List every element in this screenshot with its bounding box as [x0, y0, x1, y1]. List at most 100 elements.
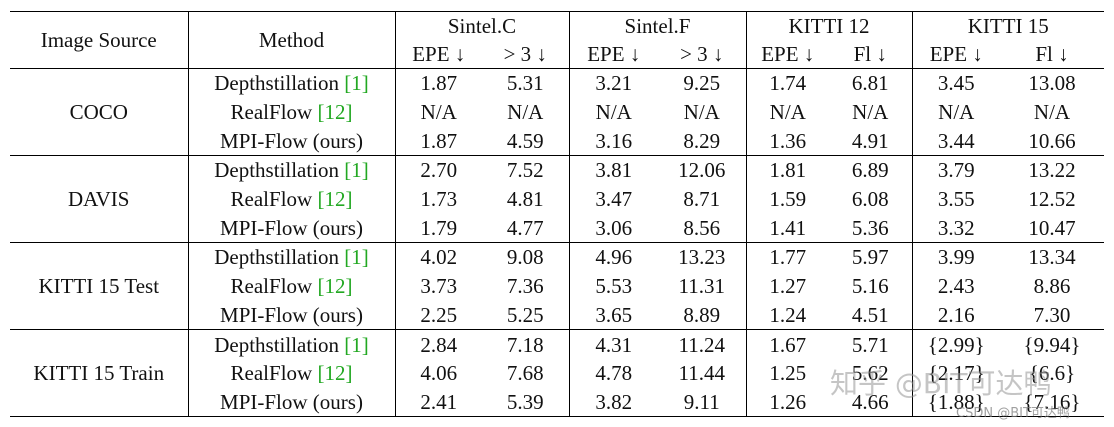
- header-metric: EPE ↓: [569, 40, 659, 69]
- value-cell: 6.08: [829, 184, 913, 214]
- table-row: RealFlow [12] 1.73 4.81 3.47 8.71 1.59 6.08 3.5…: [10, 184, 1104, 214]
- value-cell: 10.66: [1028, 128, 1076, 153]
- value-cell: 13.23: [658, 242, 747, 272]
- value-cell: 12.06: [658, 155, 747, 185]
- header-metric: > 3 ↓: [482, 40, 570, 69]
- value-cell: 11.44: [658, 358, 747, 388]
- value-cell: 1.24: [769, 302, 807, 327]
- value-cell: 1.36: [769, 128, 807, 153]
- method-name: Depthstillation: [214, 245, 345, 270]
- value-cell: 5.62: [829, 358, 913, 388]
- value-cell: 7.30: [1033, 302, 1071, 327]
- value-cell: 3.73: [420, 274, 458, 299]
- value-cell: 4.81: [482, 184, 570, 214]
- value-cell: 3.16: [595, 128, 633, 153]
- method-cell: MPI-Flow (ours): [188, 126, 396, 156]
- method-name: RealFlow: [230, 361, 318, 386]
- value-cell: 3.45: [912, 67, 1001, 98]
- method-cell: Depthstillation [1]: [188, 242, 396, 272]
- value-cell: 2.70: [395, 155, 482, 185]
- method-name: Depthstillation: [214, 332, 345, 357]
- value-cell: 7.36: [482, 271, 570, 301]
- value-cell: {9.94}: [1000, 329, 1105, 359]
- header-dataset-kitti-15: KITTI 15: [912, 11, 1105, 40]
- citation-link[interactable]: [1]: [344, 332, 369, 357]
- value-cell: 8.56: [658, 213, 747, 243]
- citation-link[interactable]: [1]: [344, 71, 369, 96]
- value-cell: 1.41: [769, 215, 807, 240]
- value-cell: N/A: [482, 97, 570, 127]
- value-cell: 3.55: [937, 187, 975, 212]
- method-name: RealFlow: [230, 187, 318, 212]
- image-source-cell: KITTI 15 Test: [10, 242, 189, 331]
- value-cell: 6.81: [829, 67, 913, 98]
- header-row-datasets: Image Source Method Sintel.C Sintel.F KI…: [10, 11, 1105, 69]
- table-row: MPI-Flow (ours) 1.79 4.77 3.06 8.56 1.41 5.36 3…: [10, 213, 1104, 243]
- value-cell: 4.06: [420, 361, 458, 386]
- citation-link[interactable]: [12]: [317, 361, 353, 386]
- value-cell: 4.02: [395, 242, 482, 272]
- method-cell: Depthstillation [1]: [188, 155, 396, 185]
- value-cell: 13.08: [1000, 67, 1105, 98]
- value-cell: 8.29: [658, 126, 747, 156]
- citation-link[interactable]: [12]: [317, 100, 353, 125]
- value-cell: 3.06: [595, 215, 633, 240]
- table-row: RealFlow [12] N/A N/A N/A N/A N/A N/A N/A N/A: [10, 97, 1104, 127]
- value-cell: 3.47: [595, 187, 633, 212]
- value-cell: 8.71: [658, 184, 747, 214]
- citation-link[interactable]: [12]: [317, 187, 353, 212]
- value-cell: 4.96: [569, 242, 659, 272]
- value-cell: 1.87: [420, 128, 458, 153]
- value-cell: N/A: [420, 100, 457, 125]
- table-row: KITTI 15 Test Depthstillation [1] 4.02 9.08…: [10, 242, 1105, 331]
- table-row: MPI-Flow (ours) 2.41 5.39 3.82 9.11 1.26 4.66{…: [10, 387, 1105, 418]
- value-cell: {2.99}: [912, 329, 1001, 359]
- value-cell: 1.26: [746, 387, 830, 418]
- value-cell: 8.86: [1033, 274, 1071, 299]
- header-metric: Fl ↓: [1000, 40, 1105, 69]
- method-name: Depthstillation: [214, 158, 345, 183]
- value-cell: 3.44: [937, 128, 975, 153]
- value-cell: 12.52: [1028, 187, 1076, 212]
- value-cell: 2.84: [395, 329, 482, 359]
- value-cell: 10.47: [1028, 215, 1076, 240]
- value-cell: 1.79: [420, 215, 458, 240]
- method-cell: MPI-Flow (ours): [188, 300, 396, 330]
- method-cell: RealFlow [12]: [188, 358, 396, 388]
- value-cell: {2.17}: [927, 361, 985, 386]
- value-cell: 5.16: [829, 271, 913, 301]
- value-cell: 5.25: [482, 300, 570, 330]
- method-cell: MPI-Flow (ours): [188, 213, 396, 243]
- header-metric: Fl ↓: [829, 40, 913, 69]
- value-cell: N/A: [829, 97, 913, 127]
- method-cell: RealFlow [12]: [188, 271, 396, 301]
- value-cell: {6.6}: [1028, 361, 1076, 386]
- method-name: RealFlow: [230, 100, 318, 125]
- value-cell: 4.77: [482, 213, 570, 243]
- citation-link[interactable]: [12]: [317, 274, 353, 299]
- value-cell: 3.32: [937, 215, 975, 240]
- citation-link[interactable]: [1]: [344, 245, 369, 270]
- header-metric: > 3 ↓: [658, 40, 747, 69]
- method-name: Depthstillation: [214, 71, 345, 96]
- method-name: MPI-Flow (ours): [220, 302, 363, 327]
- header-metric: EPE ↓: [395, 40, 482, 69]
- table-row: RealFlow [12] 4.06 7.68 4.78 11.44 1.25 5.62 {2…: [10, 358, 1104, 388]
- header-metric: EPE ↓: [746, 40, 830, 69]
- value-cell: 5.39: [482, 387, 570, 418]
- value-cell: N/A: [1033, 100, 1071, 125]
- table-row: RealFlow [12] 3.73 7.36 5.53 11.31 1.27 5.16 2.…: [10, 271, 1104, 301]
- value-cell: 6.89: [829, 155, 913, 185]
- value-cell: N/A: [595, 100, 632, 125]
- citation-link[interactable]: [1]: [344, 158, 369, 183]
- table-row: MPI-Flow (ours) 1.87 4.59 3.16 8.29 1.36 4.91 3…: [10, 126, 1104, 156]
- value-cell: 2.16: [937, 302, 975, 327]
- value-cell: 3.21: [569, 67, 659, 98]
- table-body: COCO Depthstillation [1] 1.87 5.31 3.21 9.25 1…: [10, 67, 1105, 418]
- value-cell: 8.89: [658, 300, 747, 330]
- method-name: MPI-Flow (ours): [220, 128, 363, 153]
- method-cell: Depthstillation [1]: [188, 67, 396, 98]
- value-cell: 9.08: [482, 242, 570, 272]
- image-source-cell: DAVIS: [10, 155, 189, 244]
- value-cell: 5.36: [829, 213, 913, 243]
